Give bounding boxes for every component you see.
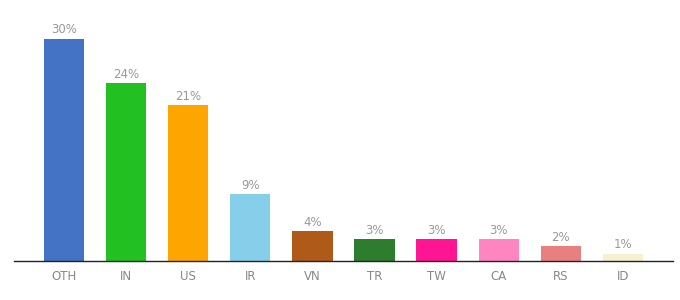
Text: 3%: 3% (365, 224, 384, 236)
Text: 3%: 3% (427, 224, 446, 236)
Bar (541, 246, 581, 261)
Text: 21%: 21% (175, 90, 201, 103)
Text: 1%: 1% (614, 238, 632, 251)
Bar (292, 231, 333, 261)
Bar (168, 105, 208, 261)
Text: 4%: 4% (303, 216, 322, 229)
Bar (230, 194, 271, 261)
Text: 9%: 9% (241, 179, 260, 192)
Text: 2%: 2% (551, 231, 571, 244)
Bar (416, 239, 457, 261)
Text: 24%: 24% (113, 68, 139, 81)
Bar (603, 254, 643, 261)
Bar (354, 239, 394, 261)
Bar (479, 239, 519, 261)
Bar (44, 39, 84, 261)
Bar (105, 83, 146, 261)
Text: 30%: 30% (51, 23, 77, 36)
Text: 3%: 3% (490, 224, 508, 236)
